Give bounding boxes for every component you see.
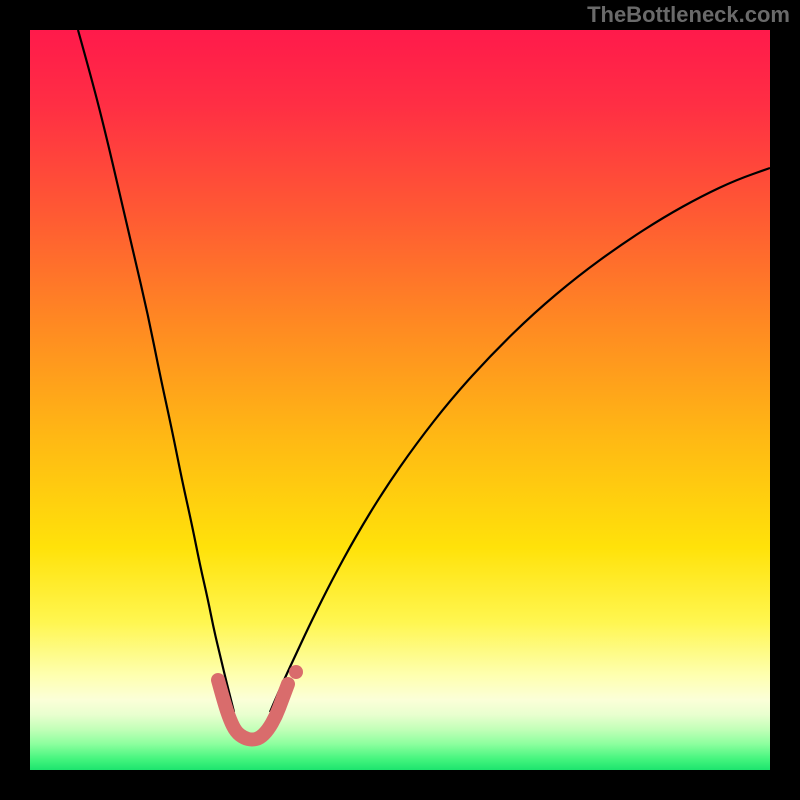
watermark-text: TheBottleneck.com bbox=[587, 2, 790, 28]
chart-background bbox=[30, 30, 770, 770]
bottom-marker-dot bbox=[289, 665, 303, 679]
figure-container: TheBottleneck.com bbox=[0, 0, 800, 800]
bottleneck-chart bbox=[0, 0, 800, 800]
